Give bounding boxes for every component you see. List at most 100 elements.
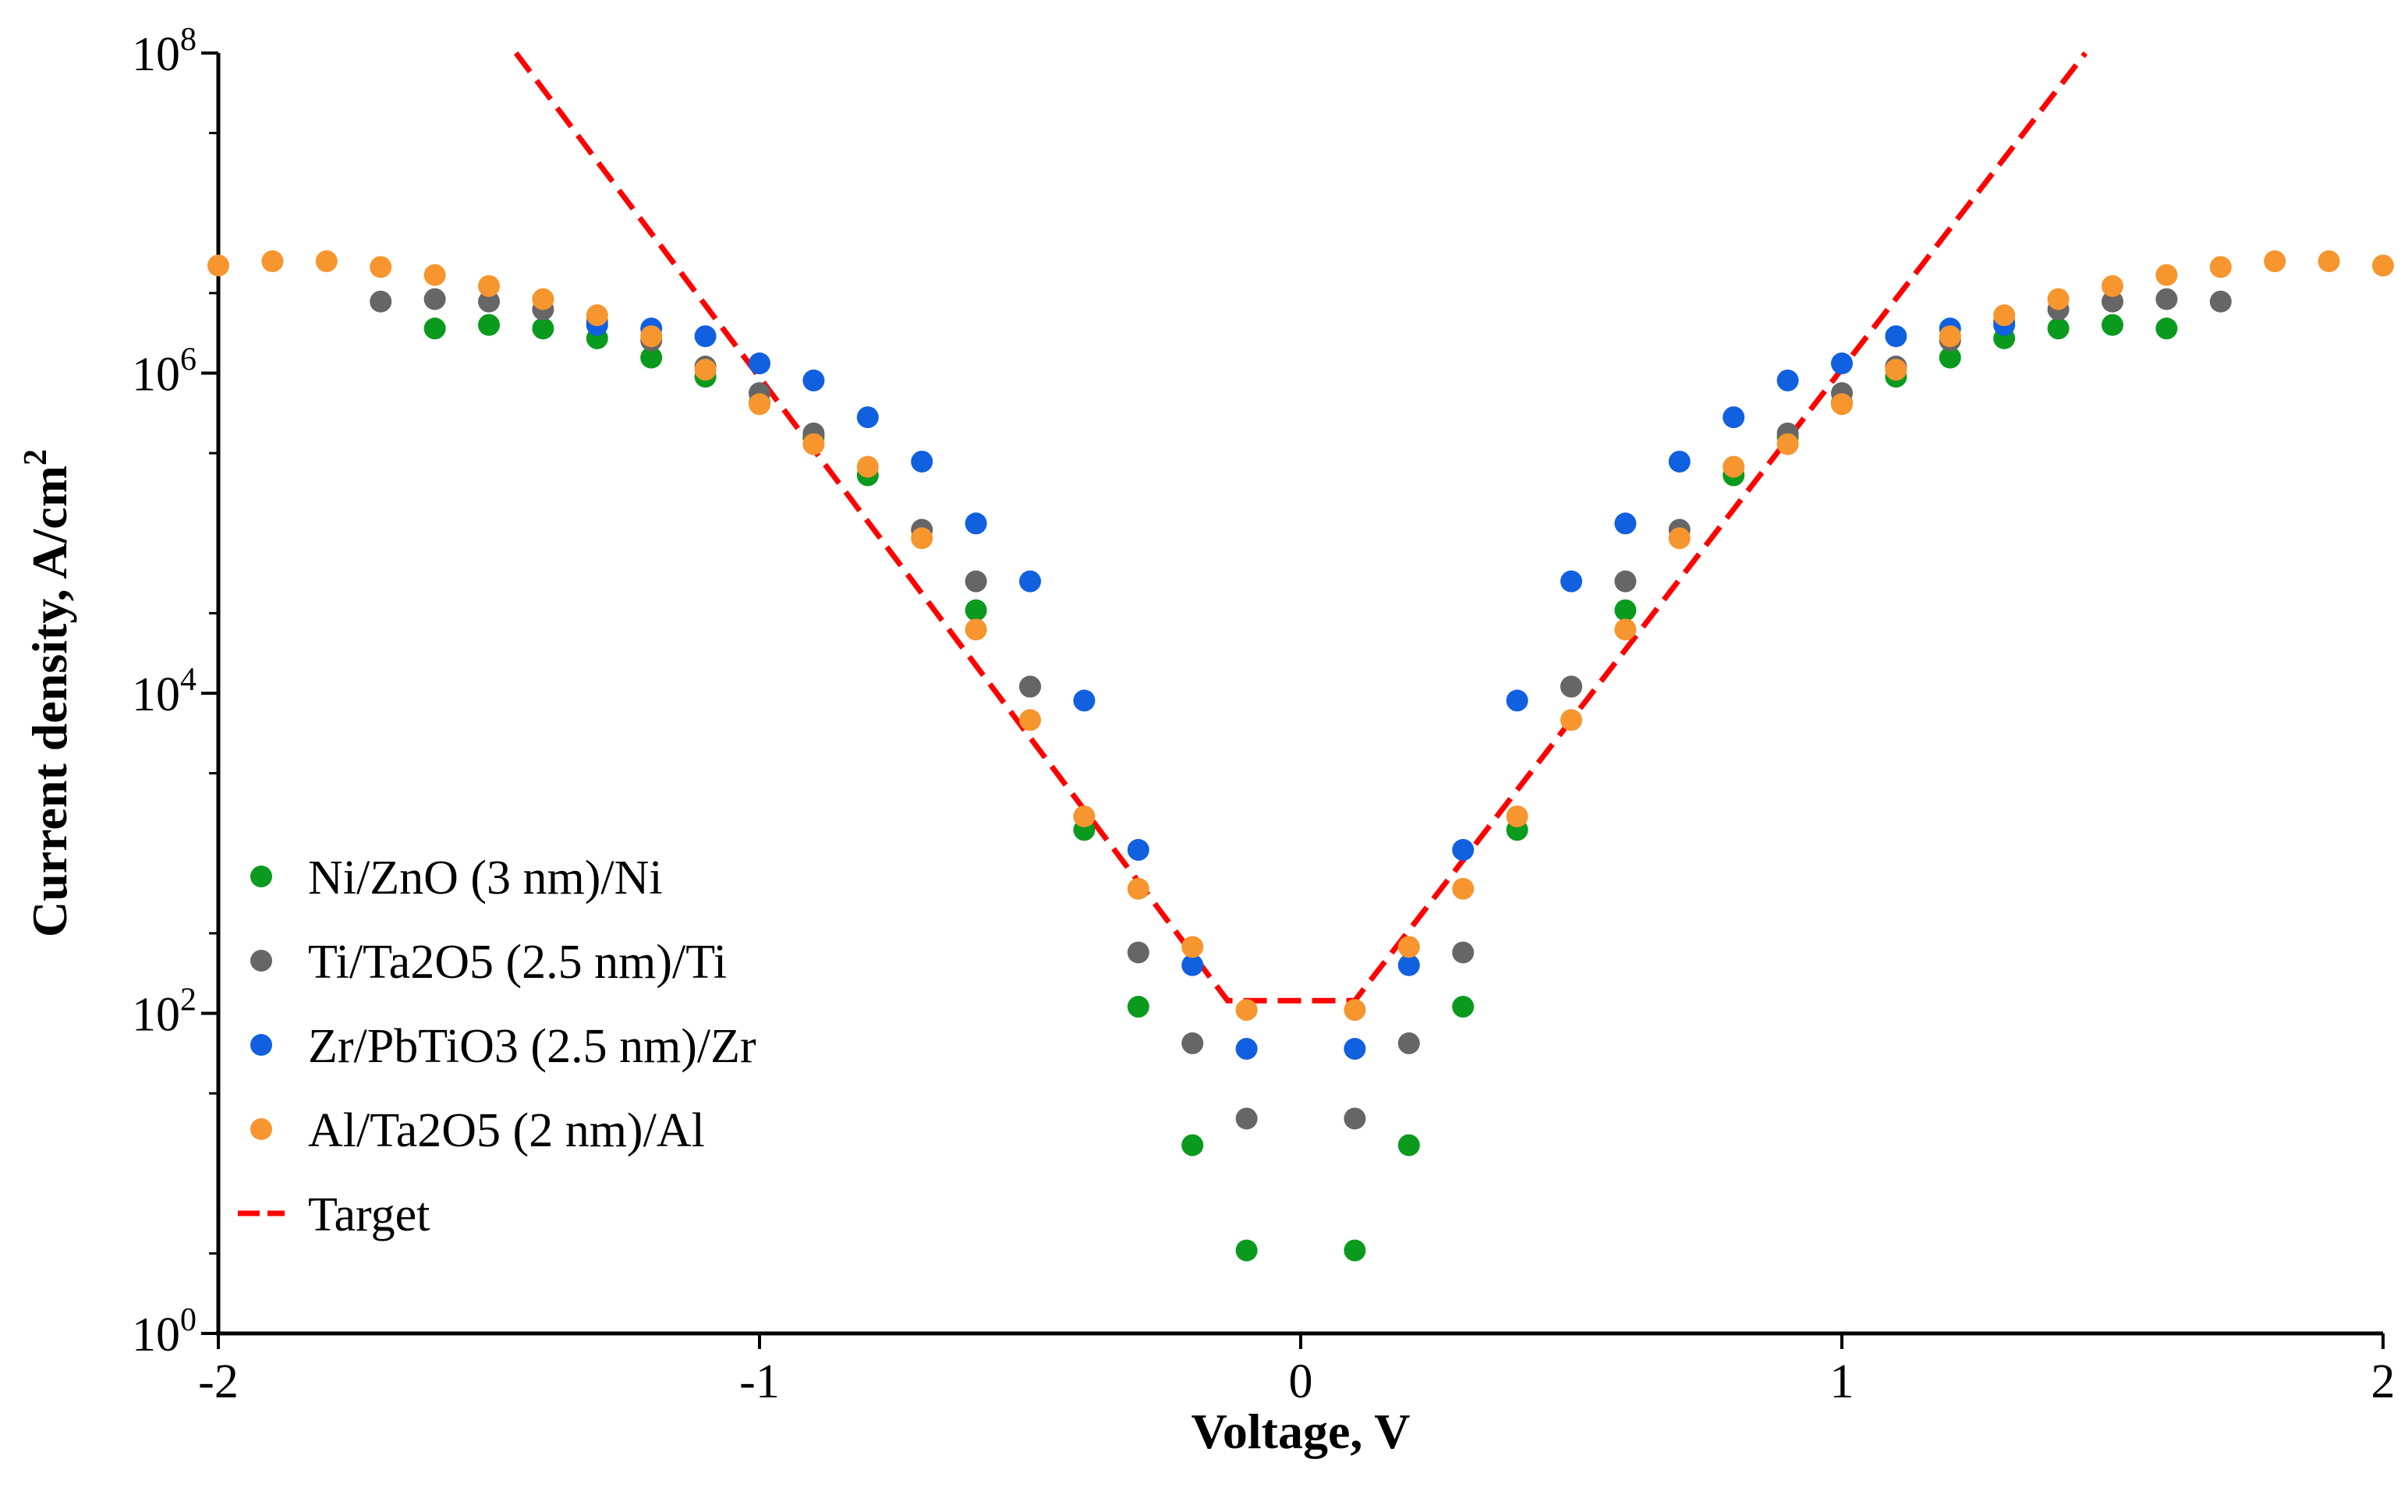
- data-point: [1127, 996, 1149, 1018]
- legend: Ni/ZnO (3 nm)/Ni Ti/Ta2O5 (2.5 nm)/Ti Zr/P…: [238, 852, 756, 1241]
- x-ticks: -2 -1 0 1 2: [198, 1333, 2396, 1408]
- y-tick-label: 100: [132, 1302, 197, 1362]
- data-point: [694, 359, 717, 381]
- data-point: [1344, 1107, 1366, 1130]
- data-point: [1127, 838, 1149, 861]
- data-point: [911, 450, 933, 473]
- data-point: [2102, 290, 2123, 313]
- data-point: [2209, 256, 2232, 278]
- data-point: [261, 250, 284, 273]
- x-tick-label: 2: [2371, 1355, 2396, 1408]
- data-point: [1127, 941, 1149, 964]
- data-point: [207, 254, 229, 277]
- data-point: [1397, 936, 1420, 958]
- data-point: [965, 599, 987, 621]
- data-point: [1506, 805, 1528, 827]
- data-point: [1127, 877, 1149, 900]
- data-point: [2318, 250, 2340, 273]
- data-point: [478, 313, 500, 336]
- data-point: [1723, 406, 1745, 429]
- legend-label: Al/Ta2O5 (2 nm)/Al: [308, 1104, 705, 1157]
- y-tick-exponent: 8: [180, 22, 197, 58]
- data-point: [2264, 250, 2286, 273]
- data-point: [1235, 1107, 1258, 1130]
- data-point: [1344, 1239, 1366, 1262]
- y-tick-label: 104: [132, 662, 197, 721]
- data-point: [1939, 346, 1961, 369]
- data-point: [1452, 996, 1475, 1018]
- data-point: [1723, 455, 1745, 478]
- legend-label: Target: [308, 1188, 430, 1241]
- data-point: [423, 317, 446, 340]
- legend-label: Ni/ZnO (3 nm)/Ni: [308, 852, 663, 905]
- legend-marker: [250, 1118, 272, 1140]
- data-point: [2209, 290, 2232, 313]
- data-point: [2155, 288, 2178, 310]
- data-point: [315, 250, 338, 273]
- data-point: [749, 393, 770, 416]
- data-point: [1235, 1239, 1258, 1262]
- data-point: [478, 290, 500, 313]
- y-tick-exponent: 6: [180, 342, 197, 378]
- y-tick-exponent: 4: [180, 662, 197, 698]
- data-point: [640, 325, 663, 348]
- data-point: [1614, 599, 1637, 621]
- data-point: [532, 288, 554, 310]
- legend-marker: [250, 950, 272, 972]
- y-tick-label: 102: [132, 983, 197, 1042]
- y-tick-base: 10: [132, 349, 180, 402]
- data-point: [1181, 936, 1204, 958]
- y-axis-title: Current density, A/cm2: [18, 449, 77, 937]
- data-point: [1181, 954, 1204, 976]
- y-tick-label: 106: [132, 342, 197, 402]
- data-point: [1073, 689, 1096, 712]
- data-point: [1885, 359, 1907, 381]
- x-axis-title: Voltage, V: [1192, 1404, 1411, 1459]
- data-point: [423, 288, 446, 310]
- data-point: [1668, 527, 1691, 550]
- data-point: [2155, 317, 2178, 340]
- y-axis-title-main: Current density, A/cm: [22, 466, 77, 937]
- data-point: [1452, 838, 1475, 861]
- data-point: [1019, 675, 1041, 698]
- target-line: [513, 51, 2088, 1004]
- data-point: [2155, 264, 2178, 286]
- data-point: [1019, 570, 1041, 593]
- data-point: [1019, 709, 1041, 731]
- y-tick-exponent: 2: [180, 983, 197, 1018]
- data-point: [1344, 1038, 1366, 1061]
- data-point: [1560, 709, 1582, 731]
- data-point: [802, 433, 825, 455]
- legend-marker: [250, 1034, 272, 1056]
- target-layer: [513, 51, 2088, 1004]
- x-tick-label: -2: [198, 1355, 239, 1408]
- y-tick-base: 10: [132, 989, 180, 1042]
- data-point: [2102, 274, 2123, 297]
- data-point: [532, 317, 554, 340]
- data-point: [1452, 941, 1475, 964]
- data-points: [207, 250, 2394, 1262]
- data-point: [1885, 325, 1907, 348]
- data-point: [856, 406, 879, 429]
- data-point: [1776, 369, 1799, 391]
- data-point: [586, 304, 608, 327]
- x-tick-label: 1: [1830, 1355, 1854, 1408]
- data-point: [802, 369, 825, 391]
- data-point: [1614, 618, 1637, 641]
- data-point: [1939, 325, 1961, 348]
- data-point: [1831, 352, 1853, 375]
- data-point: [1560, 570, 1582, 593]
- data-point: [478, 274, 500, 297]
- data-point: [1235, 1038, 1258, 1061]
- data-point: [1344, 999, 1366, 1022]
- data-point: [965, 570, 987, 593]
- data-point: [370, 290, 392, 313]
- data-point: [1397, 1032, 1420, 1054]
- data-point: [1614, 512, 1637, 535]
- x-tick-label: -1: [739, 1355, 780, 1408]
- x-tick-label: 0: [1289, 1355, 1313, 1408]
- data-point: [1993, 304, 2016, 327]
- data-point: [965, 512, 987, 535]
- data-point: [640, 346, 663, 369]
